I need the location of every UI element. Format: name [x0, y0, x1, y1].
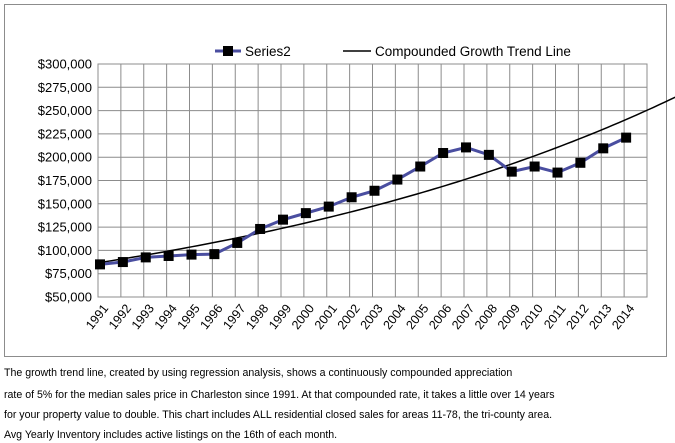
- series2-group: [95, 132, 632, 270]
- series2-point: [209, 249, 220, 260]
- x-tick-label: 1999: [266, 302, 294, 333]
- series2-point: [529, 161, 540, 172]
- series2-point: [163, 250, 174, 261]
- x-tick-label: 1994: [152, 302, 180, 333]
- series2-point: [415, 161, 426, 172]
- trend-line-group: [99, 96, 675, 264]
- y-tick-label: $125,000: [38, 220, 92, 235]
- grid-lines: [97, 63, 648, 298]
- x-tick-label: 1995: [175, 302, 203, 333]
- x-tick-label: 2012: [563, 302, 591, 333]
- caption-line-4: Avg Yearly Inventory includes active lis…: [4, 429, 338, 441]
- x-tick-label: 2001: [312, 302, 340, 333]
- x-tick-label: 2006: [426, 302, 454, 333]
- x-tick-label: 2003: [358, 302, 386, 333]
- x-tick-label: 2007: [449, 302, 477, 333]
- trend-line: [99, 96, 675, 264]
- caption-line-3: for your property value to double. This …: [4, 409, 553, 421]
- series2-point: [552, 167, 563, 178]
- caption-line-1: The growth trend line, created by using …: [4, 367, 513, 379]
- legend-series2-marker: [223, 46, 233, 56]
- x-tick-label: 2009: [495, 302, 523, 333]
- series2-point: [232, 237, 243, 248]
- y-tick-label: $50,000: [45, 290, 92, 305]
- series2-point: [346, 192, 357, 203]
- x-axis-ticks: 1991199219931994199519961997199819992000…: [83, 302, 637, 333]
- y-tick-label: $150,000: [38, 196, 92, 211]
- y-axis-ticks: $300,000 $275,000 $250,000 $225,000 $200,000…: [38, 57, 92, 305]
- series2-point: [300, 208, 311, 219]
- y-tick-label: $175,000: [38, 173, 92, 188]
- series2-point: [186, 249, 197, 260]
- series2-point: [278, 214, 288, 225]
- y-tick-label: $300,000: [38, 57, 92, 72]
- series2-point: [323, 201, 334, 212]
- series2-point: [140, 252, 151, 263]
- legend: Series2 Compounded Growth Trend Line: [215, 44, 571, 59]
- series2-point: [369, 185, 380, 196]
- series2-point: [461, 142, 471, 153]
- y-tick-label: $200,000: [38, 150, 92, 165]
- y-tick-label: $75,000: [45, 266, 92, 281]
- y-tick-label: $100,000: [38, 243, 92, 258]
- legend-series2-label: Series2: [245, 44, 291, 59]
- series2-point: [598, 143, 609, 154]
- series2-point: [506, 166, 517, 177]
- x-tick-label: 2000: [289, 302, 317, 333]
- series2-point: [621, 132, 632, 143]
- x-tick-label: 1992: [106, 302, 134, 333]
- series2-point: [117, 257, 128, 268]
- y-tick-label: $225,000: [38, 126, 92, 141]
- x-tick-label: 2010: [518, 302, 546, 333]
- x-tick-label: 2011: [541, 302, 569, 332]
- series2-point: [438, 148, 449, 159]
- x-tick-label: 1991: [83, 302, 111, 333]
- x-tick-label: 2014: [609, 302, 637, 333]
- x-tick-label: 1996: [197, 302, 225, 333]
- series2-point: [575, 157, 586, 168]
- x-tick-label: 1993: [129, 302, 157, 333]
- plot-area-border: [97, 63, 648, 298]
- series2-point: [95, 259, 105, 270]
- x-tick-label: 2013: [586, 302, 614, 333]
- series2-point: [483, 149, 494, 160]
- x-tick-label: 2008: [472, 302, 500, 333]
- series2-point: [255, 223, 266, 234]
- x-tick-label: 2002: [335, 302, 363, 333]
- legend-trend-label: Compounded Growth Trend Line: [375, 44, 571, 59]
- x-tick-label: 1997: [220, 302, 248, 333]
- x-tick-label: 1998: [243, 302, 271, 333]
- series2-point: [392, 174, 403, 185]
- y-tick-label: $250,000: [38, 103, 92, 118]
- x-tick-label: 2004: [380, 302, 408, 333]
- caption-line-2: rate of 5% for the median sales price in…: [4, 389, 555, 401]
- series2-line: [99, 136, 627, 266]
- x-tick-label: 2005: [403, 302, 431, 333]
- y-tick-label: $275,000: [38, 80, 92, 95]
